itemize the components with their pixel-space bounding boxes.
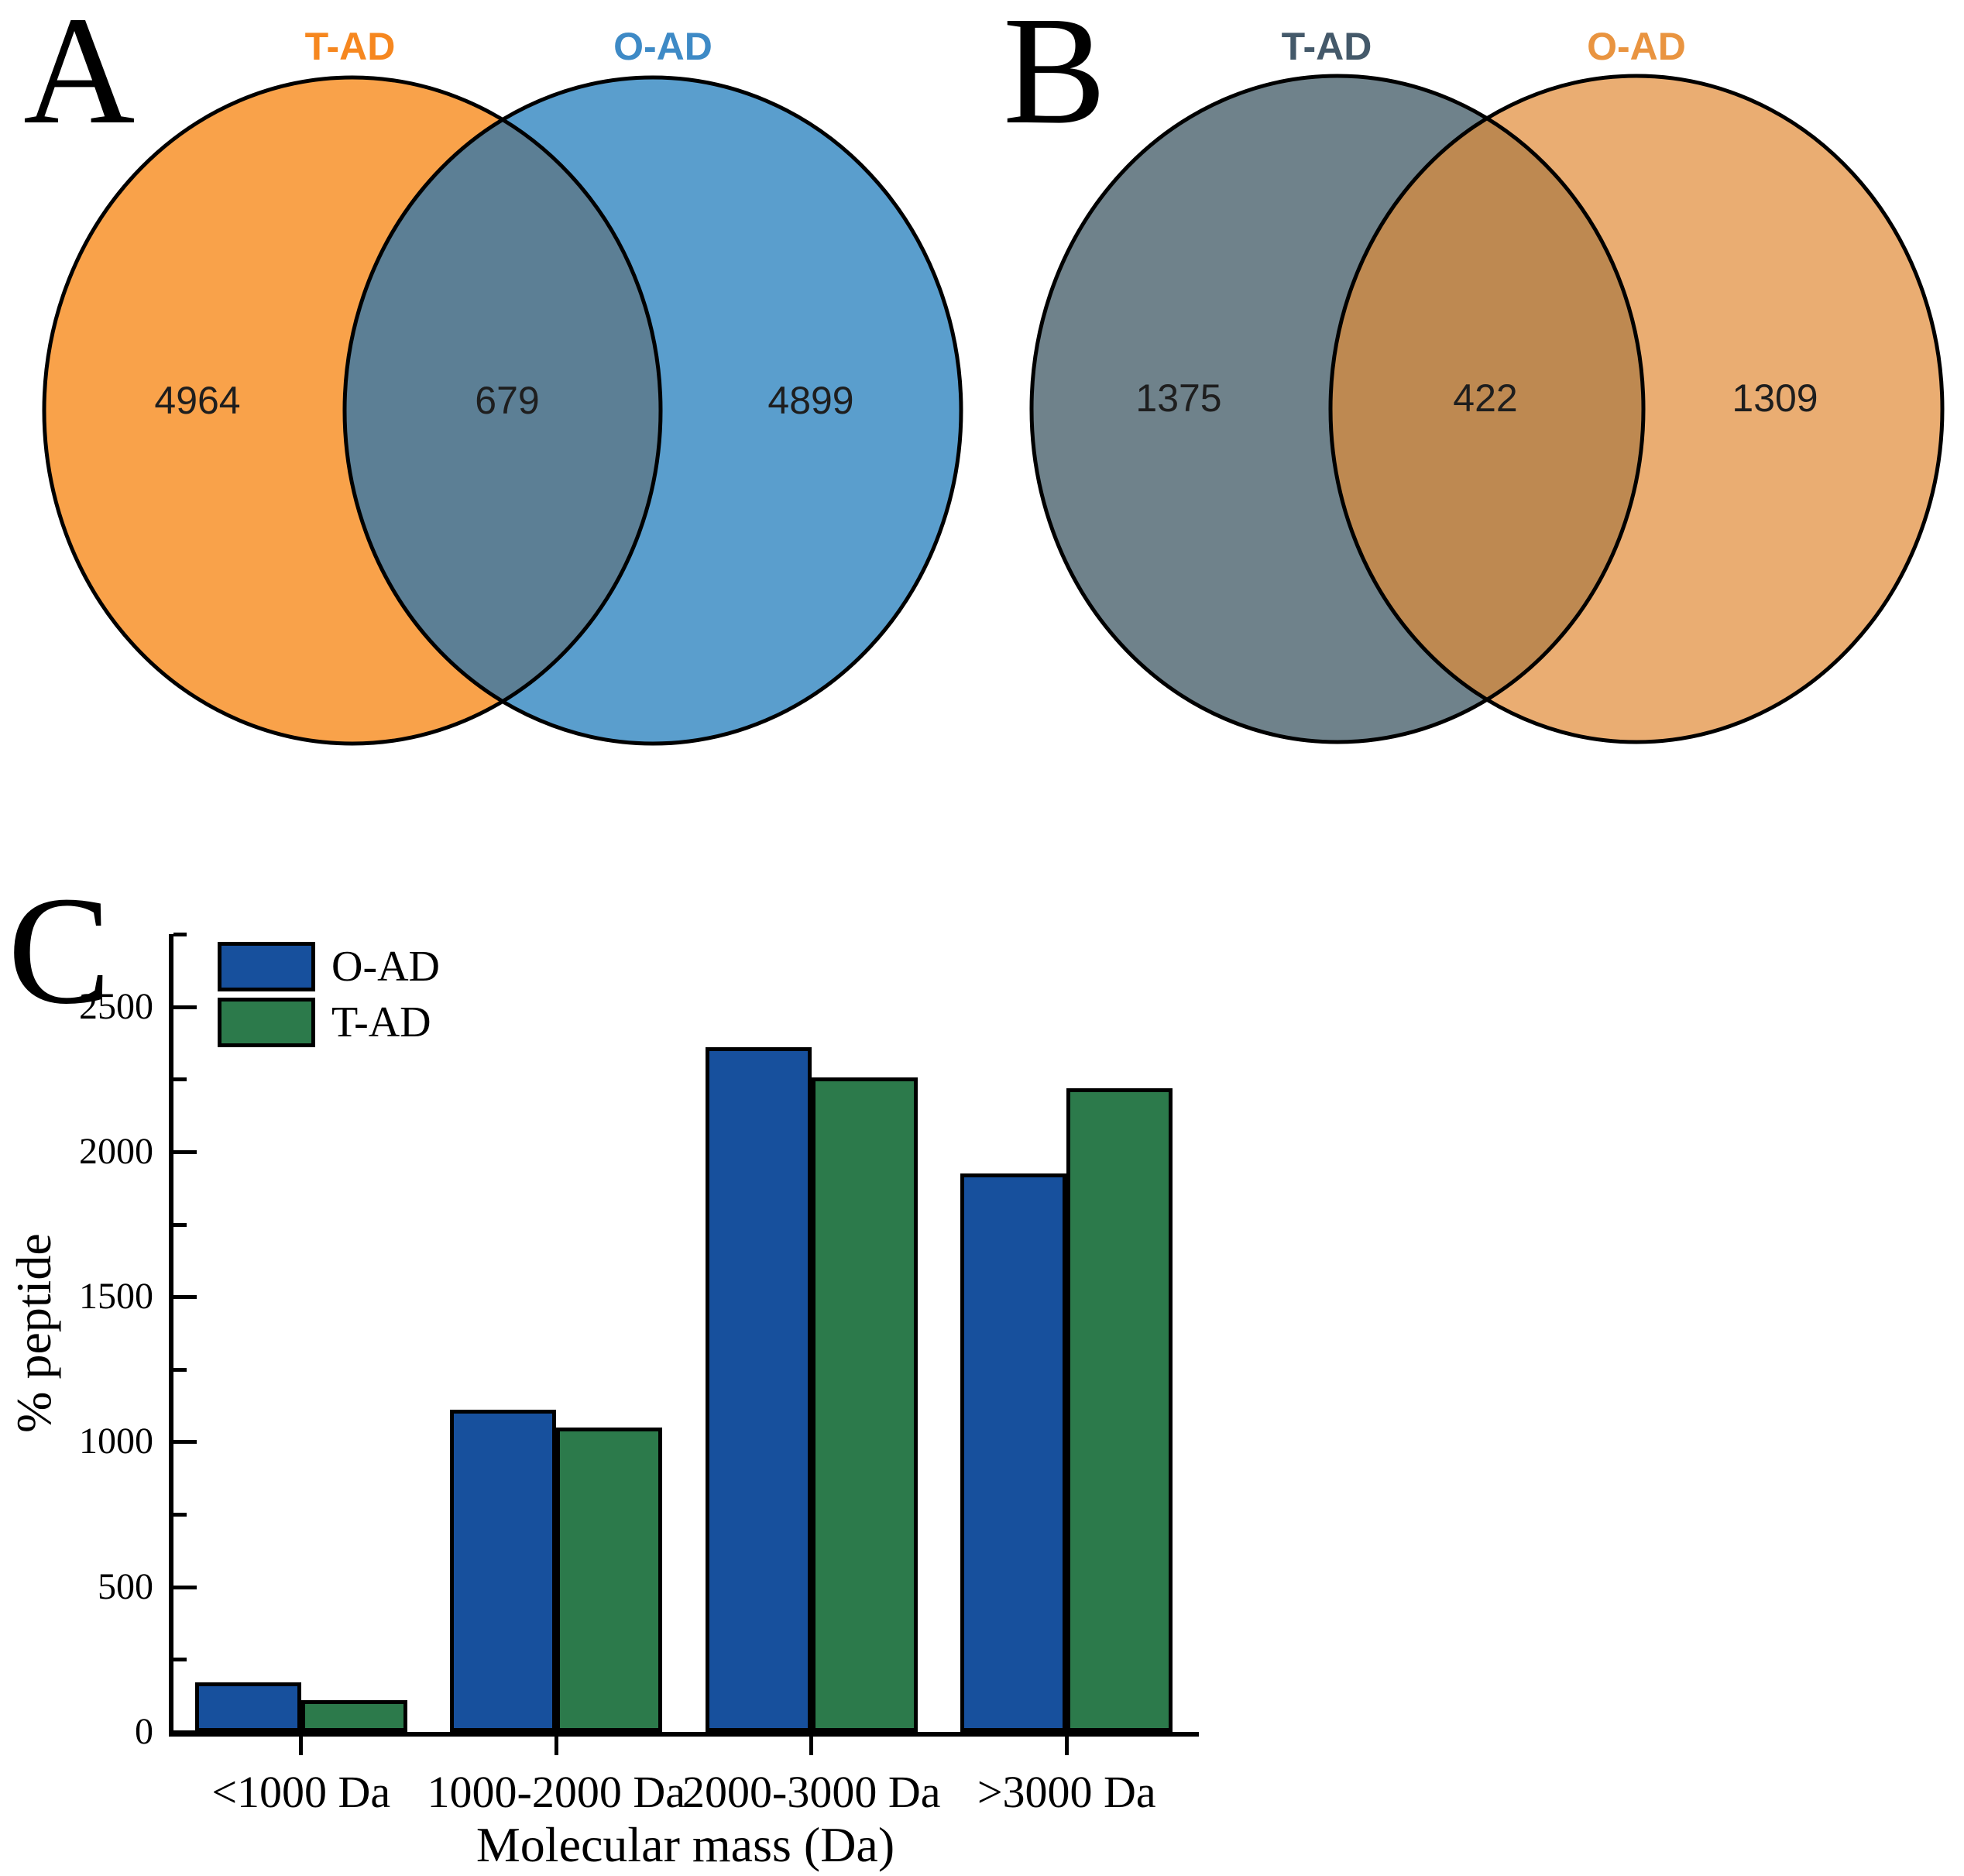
y-minor-tick xyxy=(173,1658,187,1662)
bar-o-ad-2 xyxy=(450,1410,557,1732)
y-major-tick xyxy=(173,1295,197,1300)
venn-diagram-a xyxy=(42,75,963,746)
venn-b-left-outline xyxy=(1029,74,1646,744)
venn-a-left-outline xyxy=(42,75,663,746)
venn-diagram-b xyxy=(1029,74,1945,744)
y-minor-tick xyxy=(173,1367,187,1372)
bar-t-ad-4 xyxy=(1066,1087,1173,1732)
x-axis-line xyxy=(169,1732,1199,1737)
venn-a-left-count: 4964 xyxy=(154,379,241,422)
panel-b-letter: B xyxy=(1003,0,1107,156)
y-major-tick xyxy=(173,1149,197,1154)
venn-b-left-set-label: T-AD xyxy=(1281,25,1372,68)
y-tick-label: 2500 xyxy=(79,985,153,1027)
x-tick xyxy=(554,1737,558,1755)
bar-o-ad-3 xyxy=(705,1047,812,1732)
venn-b-left-count: 1375 xyxy=(1135,376,1222,420)
venn-a-overlap-count: 679 xyxy=(475,379,540,422)
y-major-tick xyxy=(173,1005,197,1009)
venn-a-left-set-label: T-AD xyxy=(304,25,396,68)
x-category-label: >3000 Da xyxy=(977,1767,1156,1817)
legend-swatch-t-ad xyxy=(218,998,315,1047)
x-tick xyxy=(1064,1737,1069,1755)
y-tick-label: 500 xyxy=(98,1565,153,1607)
legend-swatch-o-ad xyxy=(218,942,315,991)
y-major-tick xyxy=(173,1585,197,1589)
y-minor-tick xyxy=(173,1222,187,1227)
x-axis-title: Molecular mass (Da) xyxy=(476,1817,895,1872)
venn-b-right-set-label: O-AD xyxy=(1587,25,1686,68)
venn-b-overlap-region xyxy=(1331,76,1643,742)
x-tick xyxy=(809,1737,814,1755)
y-minor-tick xyxy=(173,1513,187,1517)
bar-o-ad-1 xyxy=(194,1682,301,1732)
x-tick xyxy=(299,1737,304,1755)
bar-o-ad-4 xyxy=(960,1173,1067,1732)
bar-t-ad-3 xyxy=(811,1077,918,1732)
venn-a-right-set-label: O-AD xyxy=(613,25,712,68)
y-major-tick xyxy=(173,1730,197,1734)
y-tick-label: 1500 xyxy=(79,1276,153,1318)
x-category-label: <1000 Da xyxy=(211,1767,391,1817)
y-minor-tick xyxy=(173,1077,187,1082)
venn-b-overlap-count: 422 xyxy=(1453,376,1518,420)
x-category-label: 1000-2000 Da xyxy=(427,1767,685,1817)
y-major-tick xyxy=(173,1440,197,1445)
venn-a-right-count: 4899 xyxy=(767,379,854,422)
y-tick-label: 2000 xyxy=(79,1130,153,1172)
y-axis-title: % peptide xyxy=(6,1233,61,1433)
x-category-label: 2000-3000 Da xyxy=(682,1767,941,1817)
legend-label-o-ad: O-AD xyxy=(331,943,440,991)
panel-a-letter: A xyxy=(23,0,136,156)
venn-b-right-outline xyxy=(1328,74,1945,744)
y-minor-tick xyxy=(173,933,187,936)
y-tick-label: 0 xyxy=(135,1711,153,1752)
venn-b-right-count: 1309 xyxy=(1732,376,1818,420)
venn-a-overlap-region xyxy=(345,77,661,744)
y-tick-label: 1000 xyxy=(79,1421,153,1462)
legend-label-t-ad: T-AD xyxy=(331,998,431,1046)
y-axis-line xyxy=(169,934,173,1737)
bar-t-ad-2 xyxy=(556,1427,663,1732)
venn-a-right-outline xyxy=(342,75,963,746)
panel-c-letter: C xyxy=(8,865,112,1036)
bar-t-ad-1 xyxy=(300,1699,407,1732)
